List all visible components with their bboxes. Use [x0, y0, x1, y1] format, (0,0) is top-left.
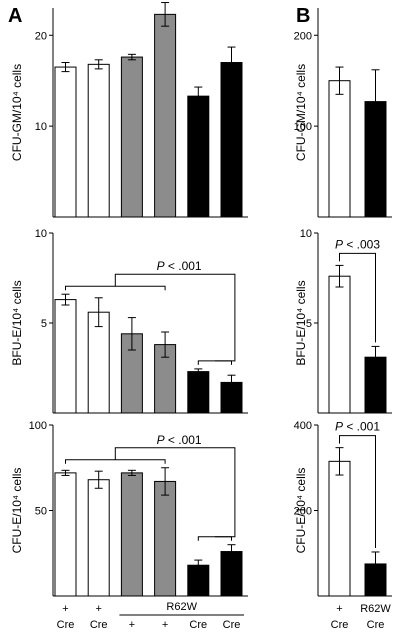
x-label-row1: + [62, 603, 68, 615]
bar [120, 56, 143, 218]
y-tick-label: 5 [306, 318, 312, 330]
chart-b-gm: 100 200 CFU-GM/10⁴ cells [294, 8, 392, 218]
y-axis-title: CFU-E/10⁴ cells [10, 468, 24, 554]
bracket-left-group [65, 285, 166, 291]
x-label-row1: + [336, 603, 342, 615]
bar [154, 480, 177, 597]
x-label-row1: + [95, 603, 101, 615]
x-group-label-r62w: R62W [166, 601, 197, 613]
bar [87, 479, 110, 597]
bracket-right-group [197, 360, 232, 365]
panel-label-b: B [296, 5, 310, 27]
bar [187, 371, 210, 414]
significance-bracket [339, 252, 376, 343]
bar [120, 472, 143, 597]
x-label-row2: Cre [223, 619, 241, 631]
bar [154, 13, 177, 218]
x-label-row2: Cre [57, 619, 75, 631]
panel-label-a: A [8, 5, 22, 27]
charts-group: 10 20 CFU-GM/10⁴ cells 5 10 BFU-E/10⁴ cells P … [10, 2, 392, 597]
y-axis-title: CFU-GM/10⁴ cells [10, 64, 24, 161]
y-tick-label: 20 [35, 30, 47, 42]
y-tick-label: 5 [41, 318, 47, 330]
bar [328, 80, 351, 218]
chart-a-bfu: 5 10 BFU-E/10⁴ cells P < .001 [10, 228, 248, 414]
p-value-label: P < .003 [335, 237, 380, 251]
x-label-row2: + [129, 619, 135, 631]
p-value-label: P < .001 [157, 259, 202, 273]
x-label-row2: Cre [90, 619, 108, 631]
significance-bracket [114, 447, 236, 538]
x-label-row2: Cre [367, 619, 385, 631]
bar [87, 63, 110, 218]
bar [328, 275, 351, 414]
y-tick-label: 10 [35, 121, 47, 133]
x-label-row2: Cre [189, 619, 207, 631]
y-tick-label: 10 [35, 228, 47, 240]
bar [220, 62, 243, 218]
chart-a-gm: 10 20 CFU-GM/10⁴ cells [10, 2, 248, 218]
y-axis-title: CFU-GM/10⁴ cells [294, 64, 308, 161]
bracket-right-group [197, 536, 232, 541]
y-tick-label: 200 [294, 506, 312, 518]
y-tick-label: 400 [294, 420, 312, 432]
p-value-label: P < .001 [157, 433, 202, 447]
y-tick-label: 100 [29, 420, 47, 432]
y-tick-label: 50 [35, 506, 47, 518]
bracket-left-group [65, 459, 166, 464]
y-tick-label: 10 [300, 228, 312, 240]
x-label-row1: R62W [360, 603, 391, 615]
x-label-row2: + [162, 619, 168, 631]
bar [54, 66, 77, 218]
p-value-label: P < .001 [335, 420, 380, 434]
bar [87, 311, 110, 414]
bar [187, 95, 210, 218]
x-label-row2: Cre [331, 619, 349, 631]
bar [54, 472, 77, 597]
significance-bracket [114, 273, 236, 362]
chart-b-cfue: 200 400 CFU-E/10⁴ cells P < .001 [294, 420, 392, 597]
bar [328, 460, 351, 597]
x-axis-labels: + + Cre Cre + + Cre Cre R62W + R62W Cre Cre [57, 601, 392, 631]
y-axis-title: CFU-E/10⁴ cells [294, 468, 308, 554]
y-axis-title: BFU-E/10⁴ cells [294, 280, 308, 365]
significance-bracket [339, 435, 376, 548]
chart-a-cfue: 50 100 CFU-E/10⁴ cells P < .001 [10, 420, 248, 597]
y-axis-title: BFU-E/10⁴ cells [10, 280, 24, 365]
y-tick-label: 200 [294, 30, 312, 42]
chart-b-bfu: 5 10 BFU-E/10⁴ cells P < .003 [294, 228, 392, 414]
y-tick-label: 100 [294, 121, 312, 133]
bar [54, 299, 77, 414]
